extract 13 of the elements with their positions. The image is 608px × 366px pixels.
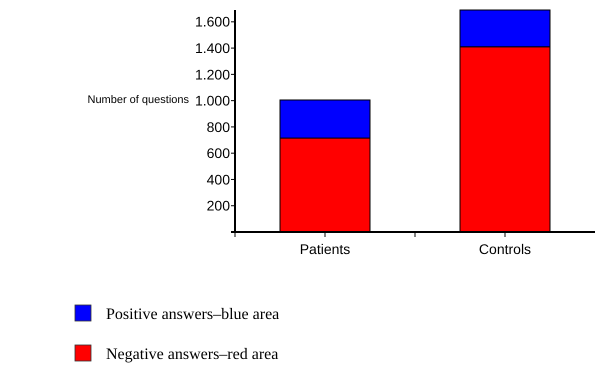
y-tick-label: 1.200 xyxy=(194,66,230,82)
y-tick-label: 200 xyxy=(206,198,230,214)
x-tick-label: Controls xyxy=(478,241,532,257)
x-tick-label: Patients xyxy=(300,241,350,257)
y-tick-label: 1.000 xyxy=(194,92,230,109)
y-tick-label: 1.600 xyxy=(194,14,230,30)
legend-label: Negative answers–red area xyxy=(106,346,278,363)
y-tick-label: 1.400 xyxy=(194,40,230,56)
y-axis-title: Number of questions xyxy=(88,94,190,106)
legend-label: Positive answers–blue area xyxy=(106,306,280,323)
y-tick-label: 600 xyxy=(206,145,230,162)
y-tick-label: 800 xyxy=(206,118,230,135)
y-tick-label: 400 xyxy=(206,171,230,188)
